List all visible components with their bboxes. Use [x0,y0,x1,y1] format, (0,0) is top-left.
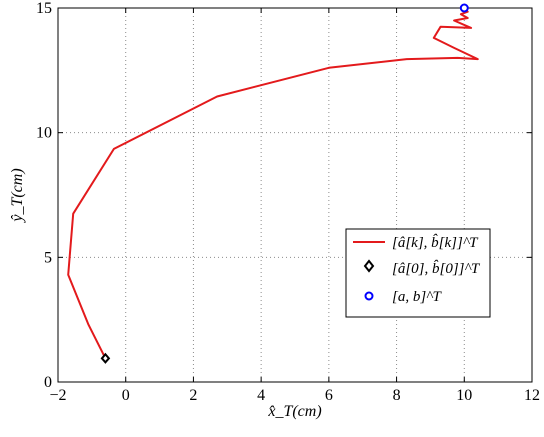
legend-label-initial: [â[0], b̂[0]]^T [392,260,481,277]
estimate-trajectory-line [67,7,479,359]
x-tick-label: 8 [393,387,401,404]
y-axis-label: ŷ_T(cm) [9,168,26,223]
x-axis-label: x̂_T(cm) [267,403,321,420]
plot-area-frame [57,7,533,383]
legend-label-estimate: [â[k], b̂[k]]^T [392,234,479,251]
y-tick-label: 5 [44,249,52,266]
x-tick-label: 0 [122,387,130,404]
x-tick-label: 6 [325,387,333,404]
legend: [â[k], b̂[k]]^T [â[0], b̂[0]]^T [a, b]^T [345,228,491,318]
grid-layer [58,8,532,382]
y-tick-label: 0 [44,374,52,391]
initial-estimate-diamond-marker [100,352,111,364]
true-position-circle-marker [459,3,469,13]
x-tick-label: 10 [456,387,472,404]
legend-box [345,228,491,318]
legend-diamond-marker [363,259,375,273]
y-tick-label: 10 [36,125,52,142]
x-tick-label: 4 [257,387,265,404]
x-tick-label: 12 [524,387,540,404]
legend-circle-marker [364,291,374,301]
x-tick-label: −2 [49,387,66,404]
legend-label-true: [a, b]^T [392,289,443,305]
x-tick-label: 2 [189,387,197,404]
y-tick-label: 15 [36,0,52,17]
series-layer [67,3,479,364]
